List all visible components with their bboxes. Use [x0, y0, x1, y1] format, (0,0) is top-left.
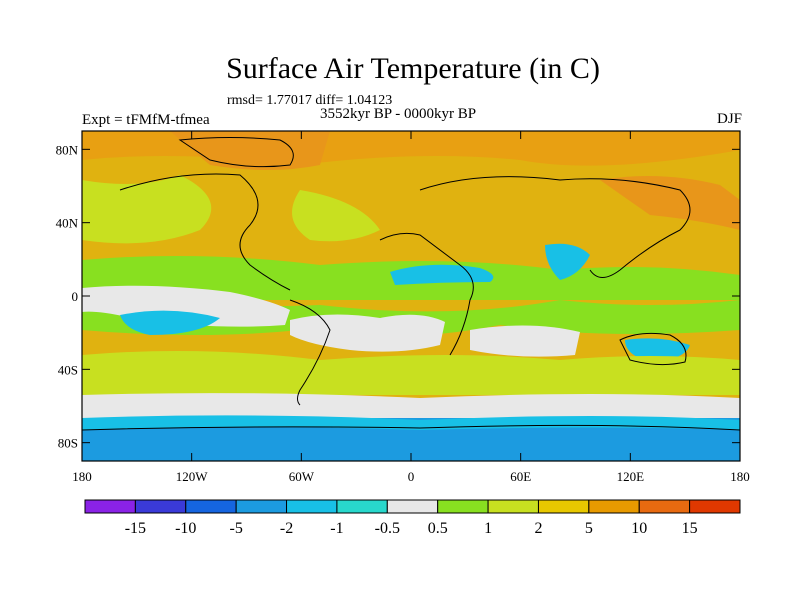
y-tick-labels: 80N 40N 0 40S 80S — [56, 142, 79, 450]
colorbar-swatch — [487, 499, 539, 514]
coast-north-america — [119, 173, 291, 291]
coast-antarctica — [82, 424, 740, 431]
field-epacific-blue — [120, 310, 220, 335]
field-antarctic-cyan — [82, 415, 740, 430]
field-india-blue — [545, 243, 590, 280]
coastlines — [82, 137, 740, 431]
coast-south-america — [289, 299, 331, 406]
field-indian-grey — [470, 325, 580, 357]
field-eq-atlantic-grey — [290, 314, 445, 352]
x-tick-label: 60E — [510, 469, 531, 484]
colorbar-level-label: 2 — [534, 520, 542, 537]
colorbar-labels: -15 -10 -5 -2 -1 -0.5 0.5 1 2 5 10 15 — [125, 520, 698, 537]
colorbar — [84, 499, 741, 514]
colorbar-swatch — [689, 499, 741, 514]
x-tick-label: 120W — [176, 469, 209, 484]
colorbar-level-label: -15 — [125, 520, 146, 537]
x-tick-label: 60W — [289, 469, 315, 484]
colorbar-level-label: -0.5 — [375, 520, 400, 537]
experiment-label: Expt = tFMfM-tfmea — [82, 112, 210, 128]
y-tick-label: 80S — [58, 436, 78, 451]
colorbar-level-label: -5 — [229, 520, 242, 537]
x-tick-label: 120E — [617, 469, 645, 484]
x-tick-labels: 180 120W 60W 0 60E 120E 180 — [72, 469, 750, 484]
colorbar-swatch — [537, 499, 590, 514]
colorbar-swatch — [134, 499, 187, 514]
coast-africa — [379, 232, 474, 356]
field-southern-ocean-grey — [82, 393, 740, 418]
stats-line: rmsd= 1.77017 diff= 1.04123 — [227, 93, 393, 108]
colorbar-swatch — [84, 499, 136, 514]
colorbar-level-label: 10 — [631, 520, 647, 537]
x-tick-label: 180 — [730, 469, 750, 484]
axis-ticks — [81, 131, 741, 461]
colorbar-swatch — [235, 499, 288, 514]
colorbar-level-label: 1 — [484, 520, 492, 537]
colorbar-level-label: 5 — [585, 520, 593, 537]
field-siberia — [600, 176, 740, 230]
y-tick-label: 40S — [58, 362, 78, 377]
x-tick-label: 180 — [72, 469, 92, 484]
y-tick-label: 0 — [72, 289, 79, 304]
colorbar-swatch — [185, 499, 237, 514]
period-label: 3552kyr BP - 0000kyr BP — [320, 106, 477, 122]
temperature-field — [82, 131, 740, 461]
season-label: DJF — [716, 111, 742, 127]
colorbar-swatch — [336, 499, 388, 514]
x-tick-label: 0 — [408, 469, 415, 484]
coast-eurasia — [419, 176, 691, 278]
colorbar-level-label: 15 — [682, 520, 698, 537]
field-natlantic-yellow — [292, 190, 380, 242]
y-tick-label: 40N — [56, 216, 79, 231]
colorbar-swatch — [286, 499, 338, 514]
colorbar-level-label: 0.5 — [428, 520, 448, 537]
field-sahel-blue — [390, 264, 494, 285]
colorbar-swatch — [437, 499, 489, 514]
colorbar-swatch — [386, 499, 439, 514]
colorbar-swatch — [638, 499, 691, 514]
colorbar-swatch — [588, 499, 640, 514]
field-npacific-yellow — [82, 175, 212, 244]
colorbar-level-label: -1 — [330, 520, 343, 537]
map-title: Surface Air Temperature (in C) — [226, 52, 600, 85]
coast-greenland — [178, 137, 294, 168]
colorbar-level-label: -2 — [280, 520, 293, 537]
field-south-yellow — [82, 351, 740, 395]
colorbar-level-label: -10 — [175, 520, 196, 537]
y-tick-label: 80N — [56, 142, 79, 157]
coast-australia — [619, 332, 687, 366]
